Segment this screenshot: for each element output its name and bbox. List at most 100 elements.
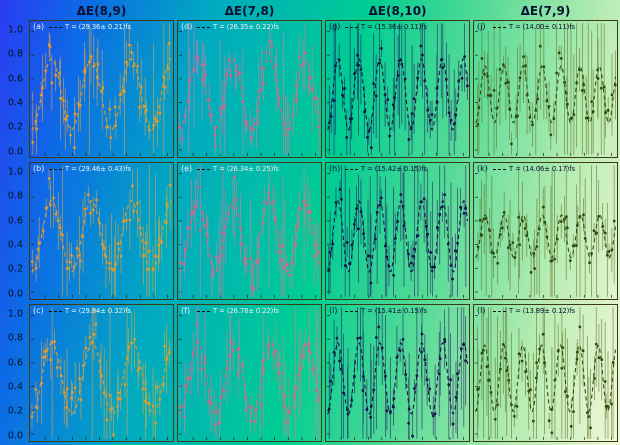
- period-annotation-text: T = (29.46± 0.43)fs: [65, 165, 131, 173]
- legend-dash-icon: [345, 26, 358, 28]
- data-points: [476, 325, 615, 435]
- period-annotation: T = (26.35± 0.22)fs: [197, 22, 279, 32]
- panel-f: (f) T = (26.78± 0.22)fs: [177, 304, 322, 442]
- panel-plot: [30, 23, 172, 156]
- panel-c: (c) T = (29.84± 0.32)fs: [29, 304, 174, 442]
- panel-plot: [178, 307, 321, 440]
- period-annotation-text: T = (14.06± 0.17)fs: [509, 165, 575, 173]
- period-annotation-text: T = (29.36± 0.21)fs: [65, 23, 131, 31]
- panel-j: (j) T = (14.00± 0.11)fs: [473, 20, 618, 158]
- panel-letter: (l): [477, 306, 486, 315]
- panel-b: (b) T = (29.46± 0.43)fs: [29, 162, 174, 300]
- fit-line: [179, 58, 321, 131]
- legend-dash-icon: [493, 168, 506, 170]
- fit-line: [327, 57, 469, 131]
- y-tick-label: 0.4: [7, 239, 23, 251]
- error-bars: [31, 165, 171, 297]
- panel-plot: [326, 165, 469, 298]
- panel-e: (e) T = (26.34± 0.25)fs: [177, 162, 322, 300]
- data-points: [178, 323, 320, 426]
- panel-letter: (e): [181, 164, 193, 173]
- data-points: [30, 177, 172, 272]
- data-points: [327, 325, 468, 438]
- fit-line: [179, 200, 321, 273]
- panel-letter: (i): [329, 306, 338, 315]
- panel-letter: (f): [181, 306, 191, 315]
- column-title-dE810: ΔE(8,10): [368, 4, 427, 18]
- panel-plot: [326, 307, 469, 440]
- error-bars: [328, 307, 467, 439]
- y-tick-label: 0.8: [7, 48, 23, 60]
- fit-line: [31, 58, 172, 131]
- axis-ticks: [178, 315, 316, 440]
- axis-ticks: [178, 31, 316, 156]
- y-tick-label: 0.2: [7, 121, 23, 133]
- data-points: [30, 322, 171, 437]
- column-title-dE79: ΔE(7,9): [520, 4, 571, 18]
- axis-ticks: [30, 315, 168, 440]
- error-bars: [179, 307, 319, 439]
- panel-i: (i) T = (15.41± 0.15)fs: [325, 304, 470, 442]
- period-annotation: T = (29.46± 0.43)fs: [49, 164, 131, 174]
- panel-l: (l) T = (13.89± 0.12)fs: [473, 304, 618, 442]
- legend-dash-icon: [345, 168, 358, 170]
- y-axis-labels: 1.0 0.8 0.6 0.4 0.2 0.0: [0, 304, 26, 442]
- panel-plot: [178, 23, 321, 156]
- y-axis-labels: 1.0 0.8 0.6 0.4 0.2 0.0: [0, 162, 26, 300]
- y-tick-label: 0.2: [7, 405, 23, 417]
- fit-line: [31, 200, 172, 273]
- panel-d: (d) T = (26.35± 0.22)fs: [177, 20, 322, 158]
- panel-plot: [30, 307, 173, 440]
- error-bars: [32, 23, 170, 155]
- axis-ticks: [30, 31, 168, 156]
- data-points: [31, 41, 171, 150]
- y-tick-label: 1.0: [7, 166, 23, 178]
- y-tick-label: 0.8: [7, 332, 23, 344]
- panel-h: (h) T = (15.42± 0.15)fs: [325, 162, 470, 300]
- panel-plot: [474, 307, 617, 440]
- period-annotation: T = (29.36± 0.21)fs: [49, 22, 131, 32]
- panel-letter: (j): [477, 22, 486, 31]
- y-tick-label: 0.0: [7, 146, 23, 158]
- legend-dash-icon: [493, 26, 506, 28]
- period-annotation: T = (29.84± 0.32)fs: [49, 306, 131, 316]
- period-annotation-text: T = (29.84± 0.32)fs: [65, 307, 131, 315]
- panel-letter: (c): [33, 306, 44, 315]
- error-bars: [328, 165, 467, 297]
- legend-dash-icon: [493, 310, 506, 312]
- period-annotation-text: T = (26.78± 0.22)fs: [213, 307, 279, 315]
- period-annotation-text: T = (26.35± 0.22)fs: [213, 23, 279, 31]
- axis-ticks: [474, 31, 612, 156]
- panel-g: (g) T = (15.36± 0.11)fs: [325, 20, 470, 158]
- y-tick-label: 0.6: [7, 73, 23, 85]
- data-points: [178, 39, 320, 148]
- y-tick-label: 0.4: [7, 97, 23, 109]
- axis-ticks: [474, 173, 612, 298]
- panel-a: (a) T = (29.36± 0.21)fs: [29, 20, 174, 158]
- data-points: [476, 205, 616, 274]
- period-annotation-text: T = (15.41± 0.15)fs: [361, 307, 427, 315]
- error-bars: [31, 307, 170, 439]
- panel-grid: 1.0 0.8 0.6 0.4 0.2 0.0 (a) T = (29.36± 0.21)fs…: [0, 20, 620, 445]
- y-tick-label: 0.6: [7, 357, 23, 369]
- column-title-dE78: ΔE(7,8): [224, 4, 275, 18]
- period-annotation-text: T = (15.42± 0.15)fs: [361, 165, 427, 173]
- panel-letter: (h): [329, 164, 341, 173]
- data-points: [327, 44, 469, 150]
- legend-dash-icon: [49, 168, 62, 170]
- period-annotation-text: T = (14.00± 0.11)fs: [509, 23, 575, 31]
- y-tick-label: 0.6: [7, 215, 23, 227]
- panel-letter: (b): [33, 164, 45, 173]
- y-tick-label: 0.4: [7, 381, 23, 393]
- legend-dash-icon: [197, 26, 210, 28]
- fit-line: [327, 341, 469, 415]
- y-tick-label: 0.0: [7, 430, 23, 442]
- y-tick-label: 0.0: [7, 288, 23, 300]
- data-points: [476, 44, 617, 146]
- panel-letter: (k): [477, 164, 488, 173]
- period-annotation-text: T = (26.34± 0.25)fs: [213, 165, 279, 173]
- column-titles-row: ΔE(8,9) ΔE(7,8) ΔE(8,10) ΔE(7,9): [0, 0, 620, 20]
- y-tick-label: 1.0: [7, 308, 23, 320]
- y-tick-label: 0.2: [7, 263, 23, 275]
